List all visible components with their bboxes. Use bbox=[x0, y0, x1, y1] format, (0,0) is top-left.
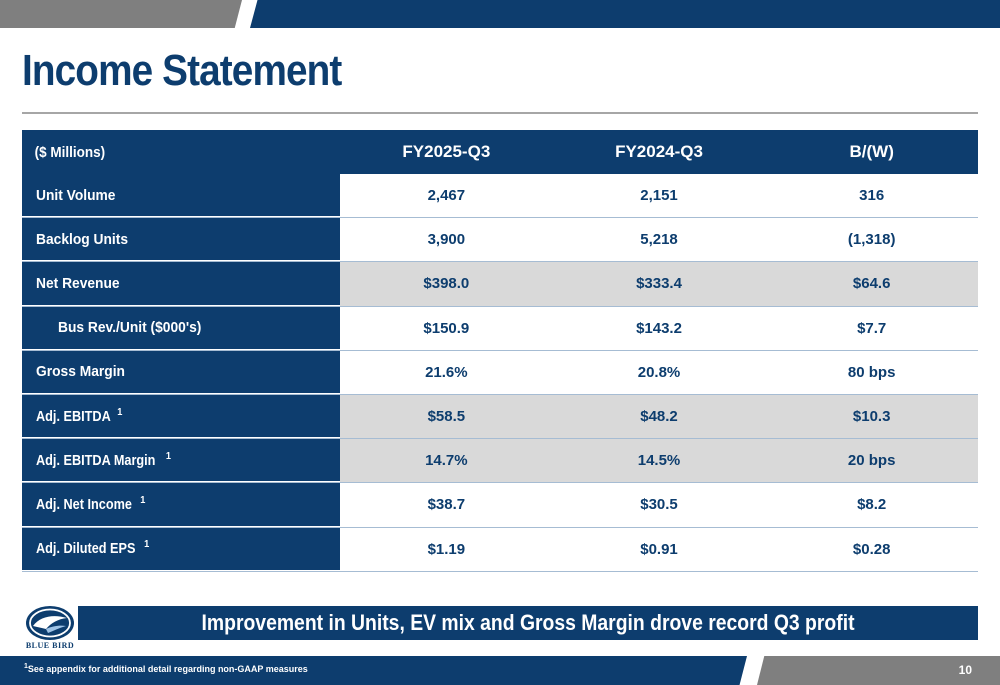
footer-navy-segment bbox=[0, 656, 747, 685]
title-divider bbox=[22, 112, 978, 114]
footnote-marker: 1 bbox=[117, 406, 123, 418]
income-statement-table: ($ Millions) FY2025-Q3 FY2024-Q3 B/(W) U… bbox=[22, 130, 979, 572]
row-value-variance: $0.28 bbox=[765, 527, 979, 571]
table-row-unit-volume: Unit Volume 2,467 2,151 316 bbox=[22, 174, 979, 219]
row-value-prior: $48.2 bbox=[552, 394, 766, 439]
row-label: Unit Volume bbox=[22, 174, 340, 218]
row-value-current: $398.0 bbox=[340, 262, 553, 306]
row-label: Adj. Net Income 1 bbox=[22, 483, 340, 527]
table-row-backlog-units: Backlog Units 3,900 5,218 (1,318) bbox=[22, 218, 979, 263]
row-value-variance: $7.7 bbox=[765, 306, 979, 350]
page-number: 10 bbox=[958, 663, 972, 677]
row-value-prior: $143.2 bbox=[552, 306, 766, 350]
row-label: Bus Rev./Unit ($000's) bbox=[22, 306, 340, 350]
page-title: Income Statement bbox=[22, 46, 342, 95]
row-label: Adj. EBITDA Margin 1 bbox=[22, 439, 340, 483]
row-value-current: 3,900 bbox=[340, 218, 553, 262]
top-decorative-bar bbox=[0, 0, 1000, 28]
row-value-variance: $10.3 bbox=[765, 394, 979, 439]
footnote-marker: 1 bbox=[144, 539, 150, 551]
row-value-prior: $0.91 bbox=[552, 527, 766, 571]
table-row-adj-ebitda-margin: Adj. EBITDA Margin 1 14.7% 14.5% 20 bps bbox=[22, 439, 979, 484]
footnote-marker: 1 bbox=[165, 450, 171, 462]
table-row-adj-net-income: Adj. Net Income 1 $38.7 $30.5 $8.2 bbox=[22, 483, 979, 528]
table-row-net-revenue: Net Revenue $398.0 $333.4 $64.6 bbox=[22, 262, 979, 307]
row-value-current: 21.6% bbox=[340, 350, 553, 394]
table-row-adj-diluted-eps: Adj. Diluted EPS 1 $1.19 $0.91 $0.28 bbox=[22, 527, 979, 572]
top-bar-navy-segment bbox=[250, 0, 1000, 28]
header-units-label: ($ Millions) bbox=[34, 143, 106, 161]
row-label: Backlog Units bbox=[22, 218, 340, 262]
top-bar-gray-segment bbox=[0, 0, 242, 28]
table-row-bus-rev-per-unit: Bus Rev./Unit ($000's) $150.9 $143.2 $7.… bbox=[22, 306, 979, 351]
row-value-prior: $30.5 bbox=[552, 483, 766, 527]
row-value-variance: (1,318) bbox=[765, 218, 979, 262]
row-label: Adj. Diluted EPS 1 bbox=[22, 527, 340, 571]
row-value-current: $150.9 bbox=[340, 306, 553, 350]
row-value-variance: 316 bbox=[765, 174, 979, 218]
row-value-variance: $8.2 bbox=[765, 483, 979, 527]
row-value-variance: 20 bps bbox=[765, 439, 979, 483]
header-better-worse: B/(W) bbox=[849, 142, 894, 161]
row-value-prior: $333.4 bbox=[552, 262, 766, 306]
row-value-variance: 80 bps bbox=[765, 350, 979, 394]
summary-banner-text: Improvement in Units, EV mix and Gross M… bbox=[201, 610, 855, 635]
row-value-variance: $64.6 bbox=[765, 262, 979, 306]
summary-banner: Improvement in Units, EV mix and Gross M… bbox=[78, 606, 978, 640]
row-label: Adj. EBITDA 1 bbox=[22, 394, 340, 439]
row-value-prior: 2,151 bbox=[552, 174, 766, 218]
footer-bar bbox=[0, 656, 1000, 685]
footnote-marker: 1 bbox=[140, 494, 146, 506]
footer-gray-segment bbox=[757, 656, 1000, 685]
table-row-gross-margin: Gross Margin 21.6% 20.8% 80 bps bbox=[22, 350, 979, 395]
row-value-prior: 14.5% bbox=[552, 439, 766, 483]
logo-wordmark: BLUE BIRD bbox=[25, 641, 75, 650]
row-value-current: $58.5 bbox=[340, 394, 553, 439]
blue-bird-logo-icon bbox=[24, 604, 76, 654]
row-value-current: 2,467 bbox=[340, 174, 553, 218]
row-value-current: 14.7% bbox=[340, 439, 553, 483]
table-header-row: ($ Millions) FY2025-Q3 FY2024-Q3 B/(W) bbox=[22, 130, 978, 174]
header-fy2025-q3: FY2025-Q3 bbox=[402, 142, 491, 161]
row-label: Gross Margin bbox=[22, 350, 340, 394]
row-value-prior: 5,218 bbox=[552, 218, 766, 262]
footnote: 1See appendix for additional detail rega… bbox=[24, 663, 308, 674]
row-value-current: $1.19 bbox=[340, 527, 553, 571]
row-value-current: $38.7 bbox=[340, 483, 553, 527]
row-label: Net Revenue bbox=[22, 262, 340, 306]
row-value-prior: 20.8% bbox=[552, 350, 766, 394]
header-fy2024-q3: FY2024-Q3 bbox=[615, 142, 703, 161]
table-row-adj-ebitda: Adj. EBITDA 1 $58.5 $48.2 $10.3 bbox=[22, 394, 979, 440]
